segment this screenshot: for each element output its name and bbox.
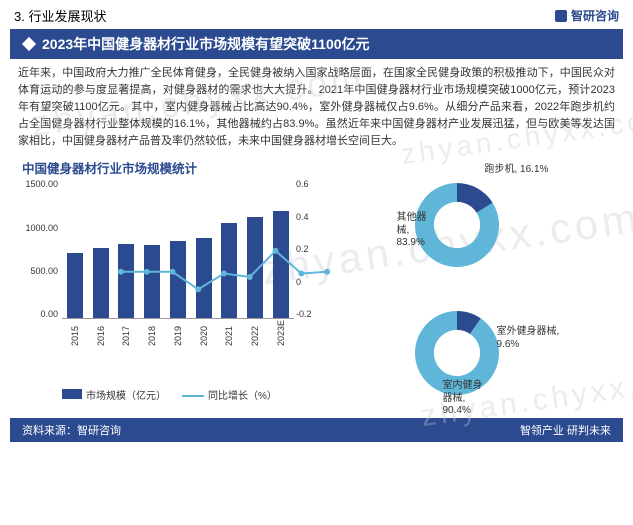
x-label: 2016 [96, 330, 106, 346]
body-paragraph: 近年来，中国政府大力推广全民体育健身，全民健身被纳入国家战略层面，在国家全民健身… [0, 65, 633, 156]
chart-legend: 市场规模（亿元） 同比增长（%） [12, 359, 332, 406]
title-bar: 2023年中国健身器材行业市场规模有望突破1100亿元 [10, 29, 623, 59]
x-label: 2022 [250, 330, 260, 346]
brand-icon [555, 10, 567, 22]
bar-line-chart: 中国健身器材行业市场规模统计 1500.001000.00500.000.00 … [12, 156, 332, 414]
donut-slice-label: 室外健身器械,9.6% [497, 326, 560, 351]
diamond-icon [22, 37, 36, 51]
y-axis-left: 1500.001000.00500.000.00 [16, 179, 58, 319]
donut-slice-label: 跑步机, 16.1% [485, 164, 549, 177]
x-axis: 2015 2016 2017 2018 2019 2020 2021 2022 2023E [62, 321, 294, 343]
x-label: 2015 [70, 330, 80, 346]
legend-line-swatch [182, 395, 204, 397]
bar [196, 238, 212, 318]
x-label: 2019 [173, 330, 183, 346]
bar [273, 211, 289, 318]
plot-area [62, 179, 294, 319]
bar [67, 253, 83, 318]
x-label: 2020 [199, 330, 209, 346]
donut-slice-label: 室内健身器械,90.4% [443, 380, 483, 418]
donut-slice-label: 其他器械,83.9% [397, 212, 427, 250]
source-bar: 资料来源：智研咨询 智领产业 研判未来 [10, 418, 623, 442]
title-text: 2023年中国健身器材行业市场规模有望突破1100亿元 [42, 34, 370, 54]
section-header: 3. 行业发展现状 智研咨询 [0, 0, 633, 27]
source-right: 智领产业 研判未来 [520, 422, 611, 438]
x-label: 2023E [276, 330, 286, 346]
brand-text: 智研咨询 [571, 7, 619, 24]
donut-indoor-outdoor: 室外健身器械,9.6%室内健身器械,90.4% [397, 292, 557, 414]
bar [93, 248, 109, 318]
bar [118, 244, 134, 319]
donut-product-mix: 跑步机, 16.1% 其他器械,83.9% [397, 164, 557, 286]
x-label: 2017 [121, 330, 131, 346]
legend-bar-swatch [62, 389, 82, 399]
bar [221, 223, 237, 318]
bar [247, 217, 263, 318]
y-axis-right: 0.60.40.20-0.2 [296, 179, 326, 319]
brand: 智研咨询 [555, 7, 619, 24]
chart-title: 中国健身器材行业市场规模统计 [12, 156, 332, 179]
x-label: 2018 [147, 330, 157, 346]
source-left: 资料来源：智研咨询 [22, 422, 121, 438]
section-number: 3. 行业发展现状 [14, 6, 106, 25]
bar [144, 245, 160, 318]
legend-bar-label: 市场规模（亿元） [86, 391, 166, 402]
x-label: 2021 [224, 330, 234, 346]
legend-line-label: 同比增长（%） [208, 391, 277, 402]
bar [170, 241, 186, 318]
